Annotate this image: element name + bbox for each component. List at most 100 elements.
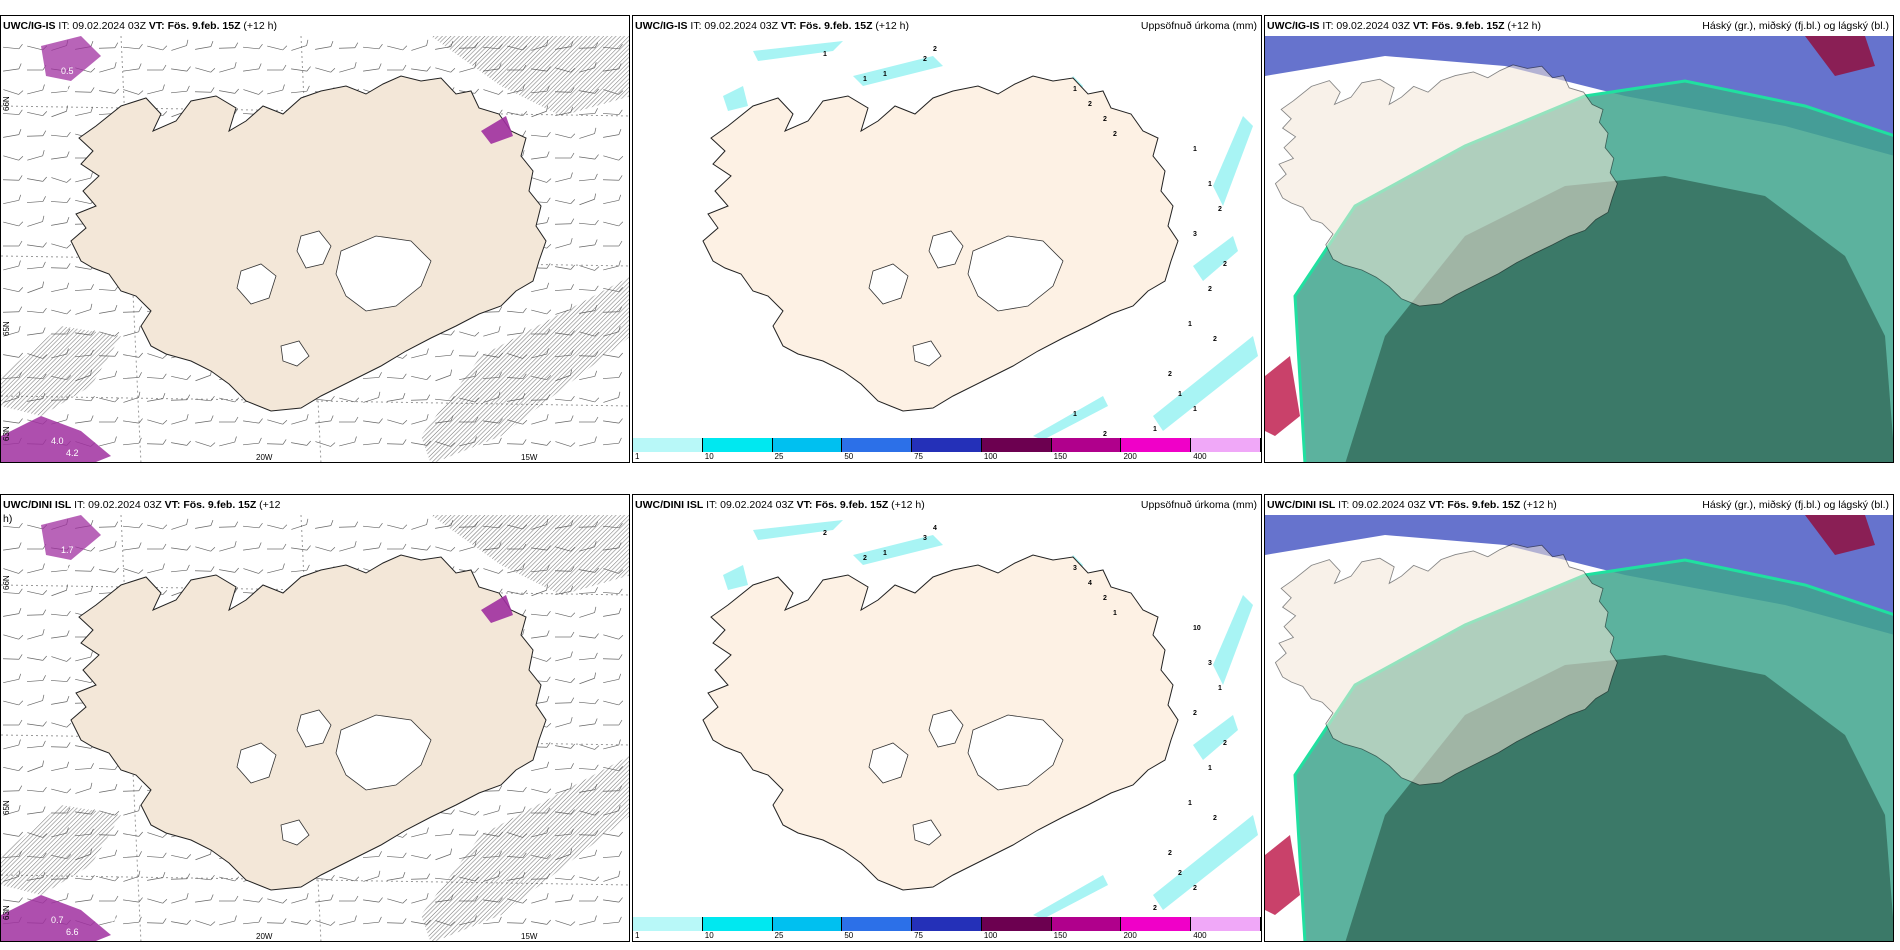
wind-barb [27, 327, 46, 336]
wind-barb [27, 740, 46, 749]
precip-area [1153, 815, 1258, 910]
precip-value: 2 [823, 530, 827, 537]
wind-barb [3, 326, 21, 337]
wind-barb [483, 805, 501, 816]
wind-barb [51, 610, 71, 617]
wind-barb [243, 437, 262, 446]
wind-barb [99, 849, 118, 860]
wind-barb [339, 915, 357, 926]
colorbar-label: 1 [635, 452, 640, 461]
wind-barb [435, 828, 454, 837]
wind-barb [507, 786, 527, 793]
wind-barb [195, 894, 214, 903]
wind-barb [243, 418, 263, 424]
init-time: 09.02.2024 03Z [1336, 20, 1410, 32]
wind-barb [3, 897, 23, 903]
init-time: 09.02.2024 03Z [72, 20, 146, 32]
wind-barb [3, 542, 22, 551]
wind-barb [171, 440, 191, 446]
wind-barb [339, 876, 360, 882]
wind-barb [555, 152, 575, 159]
wind-barb [195, 520, 214, 529]
wind-barb [338, 521, 359, 528]
precip-value: 1 [1188, 800, 1192, 807]
precip-value: 2 [1168, 371, 1172, 378]
gust-area [431, 515, 629, 595]
model-label: UWC/IG-IS [3, 20, 56, 32]
wind-barb [603, 221, 624, 227]
wind-barb [411, 348, 429, 359]
valid-time: Fös. 9.feb. 15Z [167, 20, 241, 32]
precip-value: 2 [1113, 131, 1117, 138]
wind-barb [411, 66, 431, 72]
wind-barb [266, 439, 287, 445]
wind-barb [50, 263, 71, 269]
precip-value: 3 [923, 535, 927, 542]
wind-barb [603, 700, 624, 706]
wind-barb [123, 89, 144, 95]
wind-barb [171, 564, 190, 573]
high-cloud-patch [1805, 515, 1875, 555]
lead-time: (+12 h) [872, 20, 909, 32]
wind-barb [195, 441, 216, 447]
wind-barb [579, 370, 598, 381]
glacier [967, 714, 1064, 791]
precip-patch [1, 416, 111, 462]
wind-barb [27, 84, 45, 95]
wind-barb [3, 739, 21, 750]
lat-label: 63N [2, 426, 11, 441]
wind-barb [2, 654, 23, 660]
wind-barb [99, 397, 120, 403]
wind-barb [123, 805, 141, 816]
wind-barb [99, 305, 118, 314]
wind-barb [123, 352, 143, 358]
wind-barb [603, 673, 622, 684]
wind-barb [603, 916, 622, 925]
lat-label: 65N [2, 321, 11, 336]
wind-barb [27, 111, 48, 117]
valid-time: Fös. 9.feb. 15Z [799, 20, 873, 32]
wind-barb [219, 541, 237, 552]
wind-barb [410, 394, 431, 401]
wind-barb [27, 307, 47, 314]
init-time-label: IT: [1335, 499, 1353, 511]
wind-barb [3, 352, 23, 358]
wind-barb [362, 372, 382, 379]
gust-area [1, 805, 121, 895]
wind-barb [3, 155, 24, 161]
high-cloud-area [1265, 515, 1893, 635]
colorbar-label: 10 [704, 931, 714, 940]
wind-barb [483, 89, 504, 95]
wind-barb [3, 766, 24, 772]
wind-barb [171, 919, 191, 925]
colorbar-label: 400 [1193, 452, 1207, 461]
wind-barb [122, 851, 142, 858]
wind-barb [27, 721, 47, 727]
wind-barb [579, 698, 599, 705]
wind-barb [363, 437, 382, 446]
glacier [912, 819, 942, 846]
precip-value: 3 [1073, 565, 1077, 572]
wind-barb [411, 39, 429, 51]
precip-value: 2 [1213, 815, 1217, 822]
wind-barb [122, 372, 142, 379]
wind-barb [363, 43, 383, 50]
precip-area [1033, 396, 1108, 440]
panel-header: UWC/IG-IS IT: 09.02.2024 03Z VT: Fös. 9.… [635, 18, 1257, 34]
precip-value: 4 [1088, 580, 1092, 587]
wind-barb [291, 564, 310, 573]
wind-barb [218, 42, 239, 49]
wind-barb [51, 761, 70, 772]
wind-barb [387, 524, 408, 530]
wind-barb [267, 898, 288, 904]
wind-barb [98, 42, 119, 49]
wind-barb [555, 133, 576, 139]
wind-barb [27, 281, 44, 294]
wind-barb [146, 852, 167, 858]
glacier [335, 235, 432, 312]
glacier [280, 819, 310, 846]
wind-barb [435, 369, 452, 382]
precip-value: 2 [1208, 286, 1212, 293]
wind-barb [387, 543, 407, 550]
wind-barb [363, 542, 382, 551]
